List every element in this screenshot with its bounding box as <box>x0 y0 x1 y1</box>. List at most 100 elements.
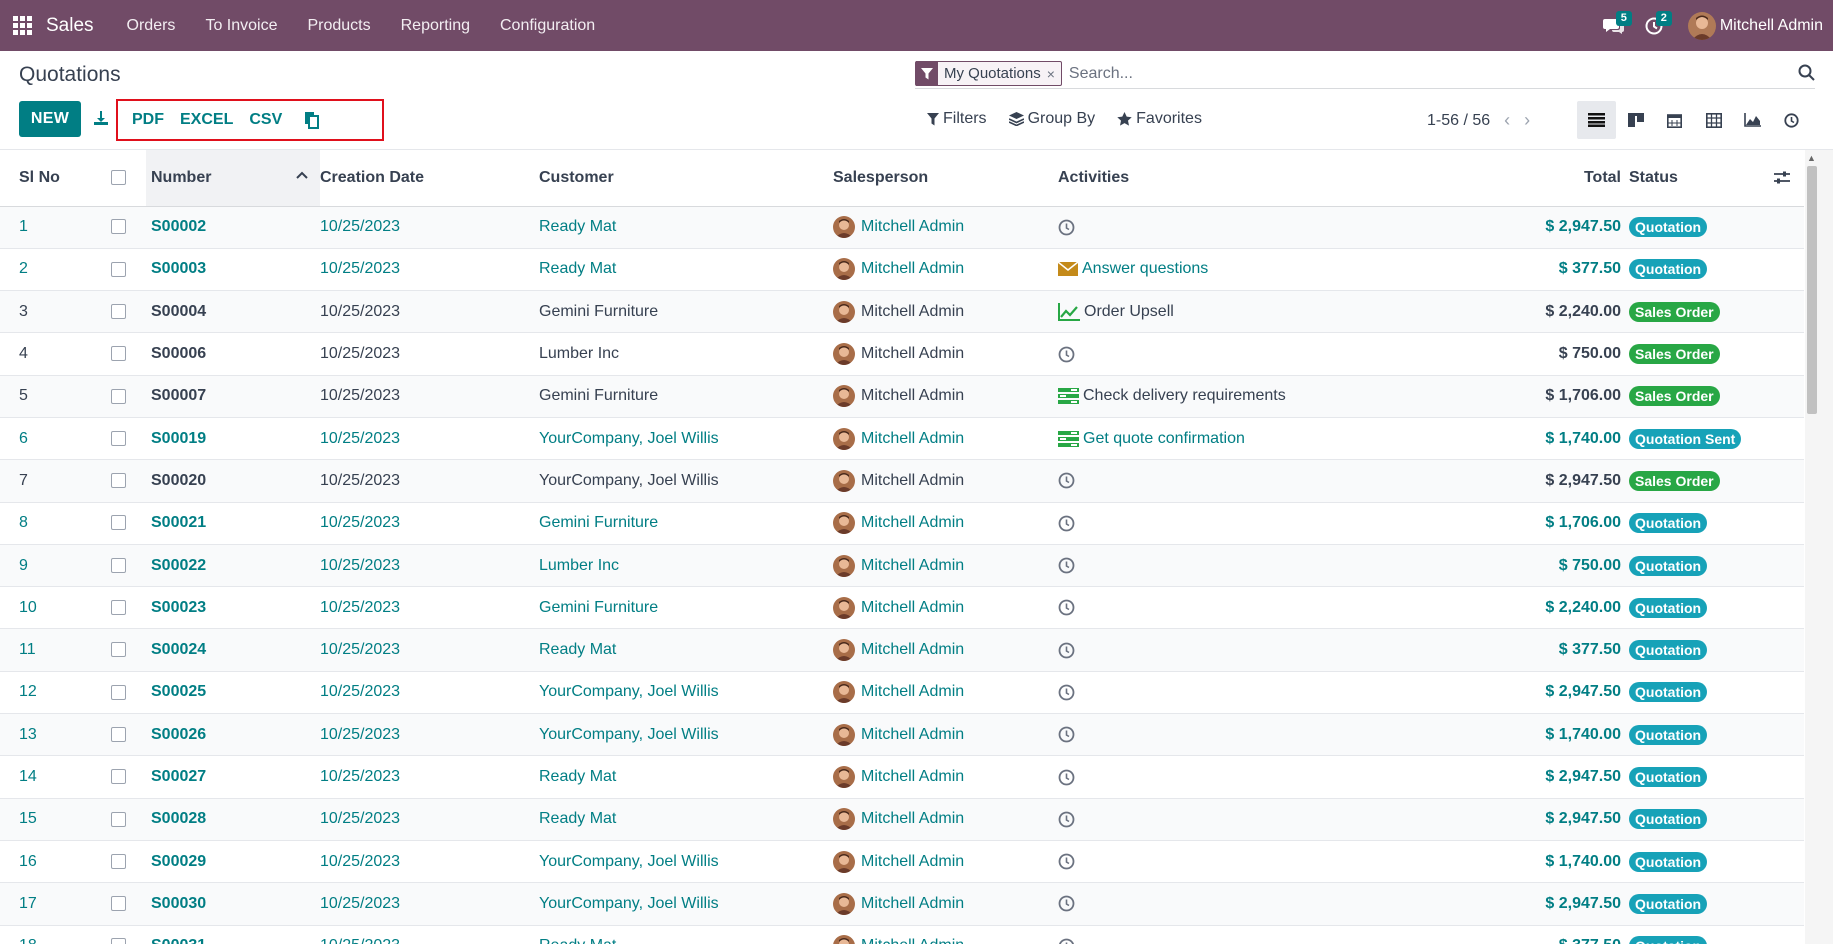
row-checkbox[interactable] <box>90 925 146 944</box>
row-activity-cell[interactable] <box>1058 586 1304 630</box>
row-checkbox[interactable] <box>90 290 146 334</box>
table-row[interactable]: 13 S00026 10/25/2023 YourCompany, Joel Will… <box>0 713 1804 757</box>
search-input[interactable] <box>1068 64 1769 83</box>
chart-line-icon[interactable] <box>1058 302 1084 321</box>
menu-configuration[interactable]: Configuration <box>500 17 596 34</box>
salesperson-avatar[interactable] <box>833 343 855 366</box>
salesperson-avatar[interactable] <box>833 808 855 831</box>
clock-icon[interactable] <box>1058 684 1079 701</box>
kanban-view-button[interactable] <box>1616 101 1655 139</box>
clock-icon[interactable] <box>1058 938 1079 944</box>
salesperson-avatar[interactable] <box>833 723 855 746</box>
column-creation-date[interactable]: Creation Date <box>320 150 539 207</box>
new-button[interactable]: NEW <box>19 101 81 137</box>
table-row[interactable]: 4 S00006 10/25/2023 Lumber Inc Mitchell Admi… <box>0 332 1804 376</box>
clock-icon[interactable] <box>1058 557 1079 574</box>
row-checkbox[interactable] <box>90 502 146 545</box>
optional-columns-icon[interactable] <box>1774 171 1790 185</box>
salesperson-avatar[interactable] <box>833 935 855 944</box>
row-checkbox[interactable] <box>90 755 146 799</box>
clock-icon[interactable] <box>1058 853 1079 870</box>
table-row[interactable]: 1 S00002 10/25/2023 Ready Mat Mitchell Admin… <box>0 206 1804 249</box>
export-excel-button[interactable]: EXCEL <box>180 111 234 128</box>
export-csv-button[interactable]: CSV <box>249 111 283 128</box>
row-activity-cell[interactable] <box>1058 925 1304 944</box>
download-button[interactable] <box>90 106 112 130</box>
search-icon[interactable] <box>1798 64 1815 86</box>
column-number[interactable]: Number <box>146 150 320 207</box>
tasks-icon[interactable] <box>1058 388 1083 405</box>
tasks-icon[interactable] <box>1058 430 1083 447</box>
table-row[interactable]: 10 S00023 10/25/2023 Gemini Furniture Mitche… <box>0 586 1804 630</box>
pager-previous-icon[interactable]: ‹ <box>1504 110 1511 130</box>
app-name[interactable]: Sales <box>46 14 94 36</box>
row-activity-cell[interactable] <box>1058 713 1304 757</box>
row-activity-cell[interactable]: Check delivery requirements <box>1058 375 1304 418</box>
column-activities[interactable]: Activities <box>1058 150 1304 207</box>
export-pdf-button[interactable]: PDF <box>132 111 164 128</box>
row-activity-cell[interactable] <box>1058 206 1304 249</box>
row-checkbox[interactable] <box>90 332 146 376</box>
row-checkbox[interactable] <box>90 586 146 630</box>
clock-icon[interactable] <box>1058 769 1079 786</box>
column-total[interactable]: Total <box>1304 150 1629 207</box>
clock-icon[interactable] <box>1058 726 1079 743</box>
copy-button[interactable] <box>304 111 320 129</box>
salesperson-avatar[interactable] <box>833 300 855 323</box>
apps-menu-button[interactable] <box>0 0 44 51</box>
scrollbar-thumb[interactable] <box>1807 166 1817 414</box>
table-row[interactable]: 2 S00003 10/25/2023 Ready Mat Mitchell Admin… <box>0 248 1804 292</box>
envelope-icon[interactable] <box>1058 261 1082 277</box>
row-checkbox[interactable] <box>90 459 146 503</box>
clock-icon[interactable] <box>1058 472 1079 489</box>
messages-button[interactable]: 5 <box>1594 0 1634 51</box>
menu-to-invoice[interactable]: To Invoice <box>205 17 278 34</box>
row-checkbox[interactable] <box>90 713 146 757</box>
pager-next-icon[interactable]: › <box>1524 110 1531 130</box>
activity-view-button[interactable] <box>1772 101 1811 139</box>
clock-icon[interactable] <box>1058 346 1079 363</box>
row-checkbox[interactable] <box>90 671 146 715</box>
menu-reporting[interactable]: Reporting <box>400 17 470 34</box>
row-checkbox[interactable] <box>90 882 146 926</box>
salesperson-avatar[interactable] <box>833 258 855 281</box>
favorites-button[interactable]: Favorites <box>1117 110 1202 128</box>
table-row[interactable]: 9 S00022 10/25/2023 Lumber Inc Mitchell Admi… <box>0 544 1804 588</box>
salesperson-avatar[interactable] <box>833 766 855 788</box>
row-checkbox[interactable] <box>90 798 146 841</box>
row-checkbox[interactable] <box>90 840 146 884</box>
salesperson-avatar[interactable] <box>833 596 855 619</box>
pivot-view-button[interactable] <box>1694 101 1733 139</box>
table-row[interactable]: 16 S00029 10/25/2023 YourCompany, Joel Will… <box>0 840 1804 884</box>
row-activity-cell[interactable] <box>1058 544 1304 588</box>
column-sl-no[interactable]: Sl No <box>0 150 90 207</box>
table-row[interactable]: 6 S00019 10/25/2023 YourCompany, Joel Willi… <box>0 417 1804 461</box>
row-activity-cell[interactable]: Order Upsell <box>1058 290 1304 334</box>
clock-icon[interactable] <box>1058 515 1079 532</box>
menu-orders[interactable]: Orders <box>126 17 176 34</box>
clock-icon[interactable] <box>1058 599 1079 616</box>
table-row[interactable]: 7 S00020 10/25/2023 YourCompany, Joel Willi… <box>0 459 1804 503</box>
row-activity-cell[interactable] <box>1058 840 1304 884</box>
select-all-checkbox[interactable] <box>90 150 146 207</box>
user-menu[interactable]: Mitchell Admin <box>1687 11 1823 40</box>
table-row[interactable]: 15 S00028 10/25/2023 Ready Mat Mitchell Admi… <box>0 798 1804 841</box>
row-activity-cell[interactable] <box>1058 628 1304 672</box>
row-checkbox[interactable] <box>90 375 146 418</box>
row-checkbox[interactable] <box>90 544 146 588</box>
filters-button[interactable]: Filters <box>927 110 987 128</box>
row-checkbox[interactable] <box>90 206 146 249</box>
table-row[interactable]: 5 S00007 10/25/2023 Gemini Furniture Mitchel… <box>0 375 1804 418</box>
row-activity-cell[interactable] <box>1058 332 1304 376</box>
search-facet[interactable]: My Quotations × <box>915 61 1062 86</box>
table-row[interactable]: 12 S00025 10/25/2023 YourCompany, Joel Will… <box>0 671 1804 715</box>
row-activity-cell[interactable] <box>1058 459 1304 503</box>
row-activity-cell[interactable] <box>1058 755 1304 799</box>
salesperson-avatar[interactable] <box>833 427 855 450</box>
salesperson-avatar[interactable] <box>833 681 855 704</box>
table-row[interactable]: 17 S00030 10/25/2023 YourCompany, Joel Will… <box>0 882 1804 926</box>
salesperson-avatar[interactable] <box>833 850 855 873</box>
salesperson-avatar[interactable] <box>833 892 855 915</box>
row-activity-cell[interactable] <box>1058 882 1304 926</box>
